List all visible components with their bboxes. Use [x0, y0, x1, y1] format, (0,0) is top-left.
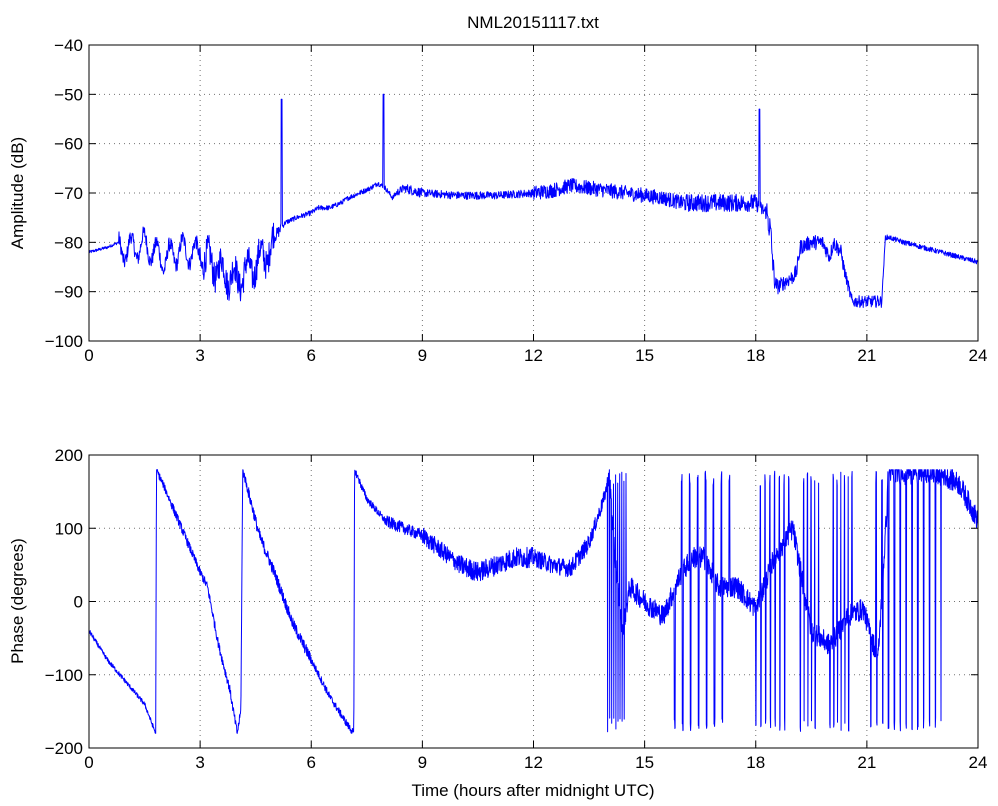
amplitude-series-line: [88, 93, 979, 308]
x-tick-label: 9: [418, 753, 427, 772]
x-tick-label: 15: [635, 753, 654, 772]
x-tick-label: 15: [635, 346, 654, 365]
x-tick-label: 6: [307, 753, 316, 772]
amplitude-ticks: 0 3 6 9 12 15 18 21 24 −100 −90 −80 −70 −60 −50 −40: [45, 36, 988, 365]
amplitude-y-axis-label: Amplitude (dB): [8, 137, 27, 249]
time-x-axis-label: Time (hours after midnight UTC): [411, 781, 654, 800]
x-tick-label: 21: [857, 346, 876, 365]
y-tick-label: 0: [74, 593, 83, 612]
x-tick-label: 12: [524, 753, 543, 772]
x-tick-label: 6: [307, 346, 316, 365]
x-tick-label: 0: [84, 346, 93, 365]
y-tick-label: 100: [55, 519, 83, 538]
amplitude-axes: 0 3 6 9 12 15 18 21 24 −100 −90 −80 −70 −60 −50 −40 Amp…: [8, 36, 987, 365]
x-tick-label: 18: [746, 753, 765, 772]
phase-ticks: 0 3 6 9 12 15 18 21 24 −200 −100 0 100 200: [45, 446, 988, 772]
y-tick-label: −200: [45, 739, 83, 758]
x-tick-label: 12: [524, 346, 543, 365]
x-tick-label: 24: [969, 753, 988, 772]
x-tick-label: 18: [746, 346, 765, 365]
y-tick-label: −70: [54, 184, 83, 203]
y-tick-label: −40: [54, 36, 83, 55]
phase-trace: [88, 469, 979, 734]
phase-series-line: [88, 469, 979, 734]
figure-title: NML20151117.txt: [467, 13, 599, 32]
y-tick-label: −60: [54, 135, 83, 154]
phase-axes: 0 3 6 9 12 15 18 21 24 −200 −100 0 100 200 Phase (deg…: [8, 446, 987, 800]
y-tick-label: −50: [54, 85, 83, 104]
x-tick-label: 21: [857, 753, 876, 772]
x-tick-label: 24: [969, 346, 988, 365]
x-tick-label: 9: [418, 346, 427, 365]
y-tick-label: −100: [45, 666, 83, 685]
x-tick-label: 3: [195, 346, 204, 365]
y-tick-label: 200: [55, 446, 83, 465]
y-tick-label: −90: [54, 283, 83, 302]
amplitude-trace: [88, 93, 979, 308]
phase-y-axis-label: Phase (degrees): [8, 538, 27, 664]
x-tick-label: 0: [84, 753, 93, 772]
amplitude-grid: [89, 45, 978, 341]
y-tick-label: −80: [54, 233, 83, 252]
y-tick-label: −100: [45, 332, 83, 351]
x-tick-label: 3: [195, 753, 204, 772]
